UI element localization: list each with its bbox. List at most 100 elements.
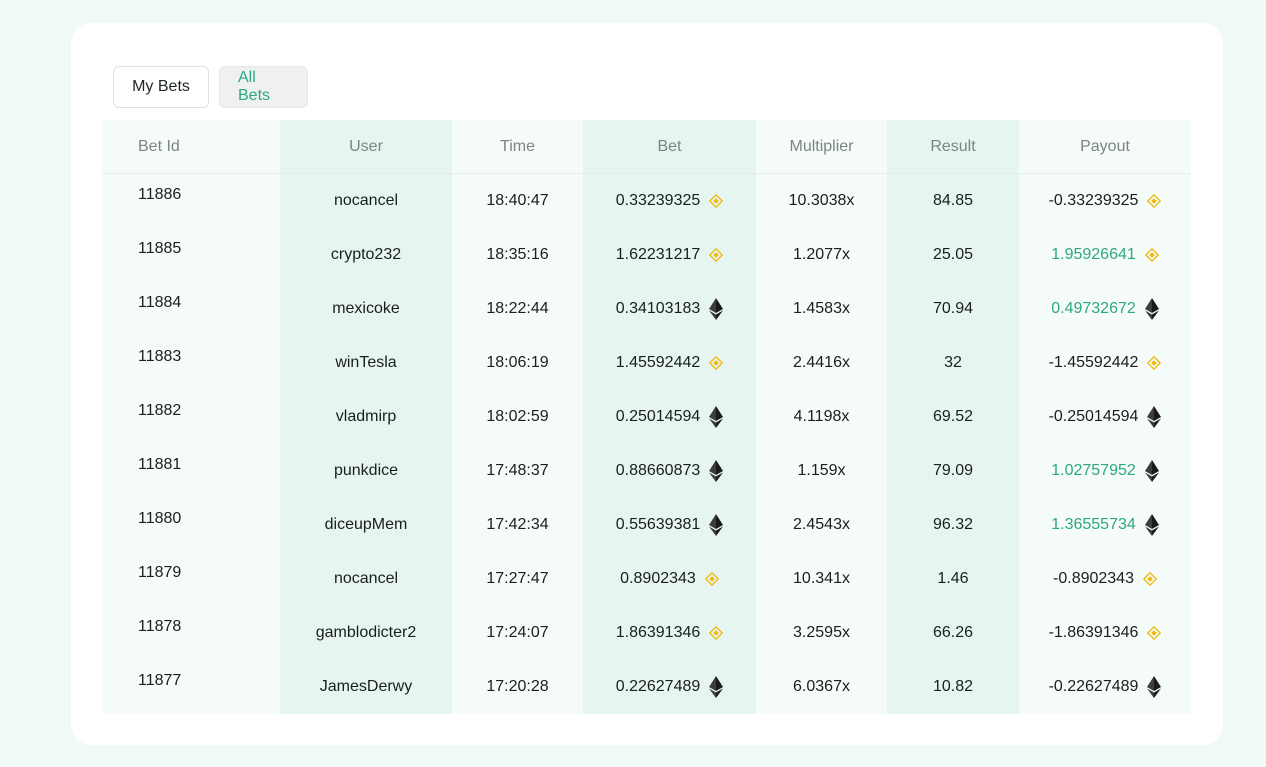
cell-time: 18:02:59: [452, 390, 583, 444]
cell-time-text: 18:40:47: [486, 192, 549, 209]
bnb-icon: [704, 572, 719, 586]
table-row[interactable]: 11885 crypto232 18:35:16 1.62231217 1.2077x 2…: [102, 228, 1191, 282]
cell-bet-text: 0.88660873: [615, 462, 701, 479]
bets-card: My Bets All Bets Bet Id User Time Bet Mu…: [71, 23, 1223, 745]
header-multiplier: Multiplier: [756, 120, 887, 173]
cell-bet: 0.34103183: [583, 282, 756, 336]
tab-my-bets[interactable]: My Bets: [113, 66, 209, 108]
cell-time-text: 18:22:44: [486, 300, 549, 317]
cell-multiplier: 4.1198x: [756, 390, 887, 444]
cell-user-text: nocancel: [333, 570, 399, 587]
cell-multiplier: 10.341x: [756, 552, 887, 606]
cell-time: 17:24:07: [452, 606, 583, 660]
cell-user: nocancel: [280, 552, 452, 606]
table-row[interactable]: 11878 gamblodicter2 17:24:07 1.86391346 3.25…: [102, 606, 1191, 660]
cell-bet-id-text: 11885: [138, 240, 182, 257]
cell-bet-id: 11883: [102, 336, 280, 390]
cell-multiplier: 1.159x: [756, 444, 887, 498]
cell-multiplier-text: 6.0367x: [793, 678, 850, 695]
cell-payout: 1.02757952: [1019, 444, 1191, 498]
cell-user: gamblodicter2: [280, 606, 452, 660]
table-row[interactable]: 11881 punkdice 17:48:37 0.88660873 1.159x 79.…: [102, 444, 1191, 498]
cell-bet: 0.33239325: [583, 174, 756, 228]
cell-payout: 1.95926641: [1019, 228, 1191, 282]
cell-result-text: 10.82: [932, 678, 974, 695]
cell-bet-id-text: 11882: [138, 402, 182, 419]
cell-multiplier: 10.3038x: [756, 174, 887, 228]
cell-result-text: 70.94: [932, 300, 974, 317]
cell-user-text: punkdice: [333, 462, 399, 479]
table-row[interactable]: 11886 nocancel 18:40:47 0.33239325 10.3038x 8…: [102, 174, 1191, 228]
eth-icon: [1147, 676, 1162, 698]
cell-payout: -0.33239325: [1019, 174, 1191, 228]
bets-table: Bet Id User Time Bet Multiplier Result P…: [102, 120, 1191, 714]
header-bet-id: Bet Id: [102, 120, 280, 173]
cell-bet-id: 11885: [102, 228, 280, 282]
cell-bet-id-text: 11878: [138, 618, 182, 635]
cell-multiplier-text: 10.341x: [793, 570, 850, 587]
cell-result: 84.85: [887, 174, 1019, 228]
cell-time-text: 17:24:07: [486, 624, 549, 641]
cell-user-text: nocancel: [333, 192, 399, 209]
tab-all-bets[interactable]: All Bets: [219, 66, 308, 108]
eth-icon: [1144, 514, 1159, 536]
bnb-icon: [1142, 572, 1157, 586]
bnb-icon: [1144, 248, 1159, 262]
cell-bet: 0.22627489: [583, 660, 756, 714]
cell-result-text: 84.85: [932, 192, 974, 209]
eth-icon: [709, 514, 724, 536]
table-row[interactable]: 11879 nocancel 17:27:47 0.8902343 10.341x 1.4…: [102, 552, 1191, 606]
cell-bet-id-text: 11881: [138, 456, 182, 473]
cell-payout-text: 1.36555734: [1051, 516, 1136, 533]
cell-bet: 0.25014594: [583, 390, 756, 444]
cell-multiplier: 3.2595x: [756, 606, 887, 660]
cell-payout-text: -1.45592442: [1048, 354, 1139, 371]
cell-result: 32: [887, 336, 1019, 390]
cell-user-text: vladmirp: [335, 408, 397, 425]
header-bet: Bet: [583, 120, 756, 173]
cell-user: vladmirp: [280, 390, 452, 444]
table-row[interactable]: 11882 vladmirp 18:02:59 0.25014594 4.1198x 69…: [102, 390, 1191, 444]
cell-time: 18:35:16: [452, 228, 583, 282]
cell-bet-text: 0.22627489: [615, 678, 701, 695]
cell-user: crypto232: [280, 228, 452, 282]
table-row[interactable]: 11877 JamesDerwy 17:20:28 0.22627489 6.0367x…: [102, 660, 1191, 714]
cell-user: punkdice: [280, 444, 452, 498]
cell-multiplier-text: 10.3038x: [788, 192, 855, 209]
cell-bet: 0.55639381: [583, 498, 756, 552]
cell-result: 70.94: [887, 282, 1019, 336]
cell-user-text: mexicoke: [332, 300, 400, 317]
cell-multiplier: 2.4416x: [756, 336, 887, 390]
cell-payout-text: 1.02757952: [1051, 462, 1136, 479]
cell-result-text: 66.26: [932, 624, 974, 641]
eth-icon: [1144, 298, 1159, 320]
cell-result-text: 79.09: [932, 462, 974, 479]
bets-tabs: My Bets All Bets: [113, 66, 308, 108]
table-row[interactable]: 11883 winTesla 18:06:19 1.45592442 2.4416x 32…: [102, 336, 1191, 390]
cell-time: 18:06:19: [452, 336, 583, 390]
table-body: 11886 nocancel 18:40:47 0.33239325 10.3038x 8…: [102, 174, 1191, 714]
bnb-icon: [1147, 356, 1162, 370]
cell-payout-text: -1.86391346: [1048, 624, 1139, 641]
cell-user-text: JamesDerwy: [319, 678, 413, 695]
cell-multiplier: 6.0367x: [756, 660, 887, 714]
cell-result: 1.46: [887, 552, 1019, 606]
cell-time-text: 17:27:47: [486, 570, 549, 587]
cell-result: 66.26: [887, 606, 1019, 660]
cell-result: 10.82: [887, 660, 1019, 714]
cell-time: 17:20:28: [452, 660, 583, 714]
table-row[interactable]: 11880 diceupMem 17:42:34 0.55639381 2.4543x 9…: [102, 498, 1191, 552]
cell-bet-text: 1.86391346: [615, 624, 701, 641]
cell-payout: -1.45592442: [1019, 336, 1191, 390]
cell-time: 17:42:34: [452, 498, 583, 552]
cell-bet-id: 11880: [102, 498, 280, 552]
table-row[interactable]: 11884 mexicoke 18:22:44 0.34103183 1.4583x 70…: [102, 282, 1191, 336]
eth-icon: [709, 406, 724, 428]
cell-time-text: 18:35:16: [486, 246, 549, 263]
cell-result: 69.52: [887, 390, 1019, 444]
cell-bet-id-text: 11877: [138, 672, 182, 689]
cell-bet: 1.86391346: [583, 606, 756, 660]
cell-time-text: 18:06:19: [486, 354, 549, 371]
cell-bet-id-text: 11884: [138, 294, 182, 311]
cell-result-text: 96.32: [932, 516, 974, 533]
